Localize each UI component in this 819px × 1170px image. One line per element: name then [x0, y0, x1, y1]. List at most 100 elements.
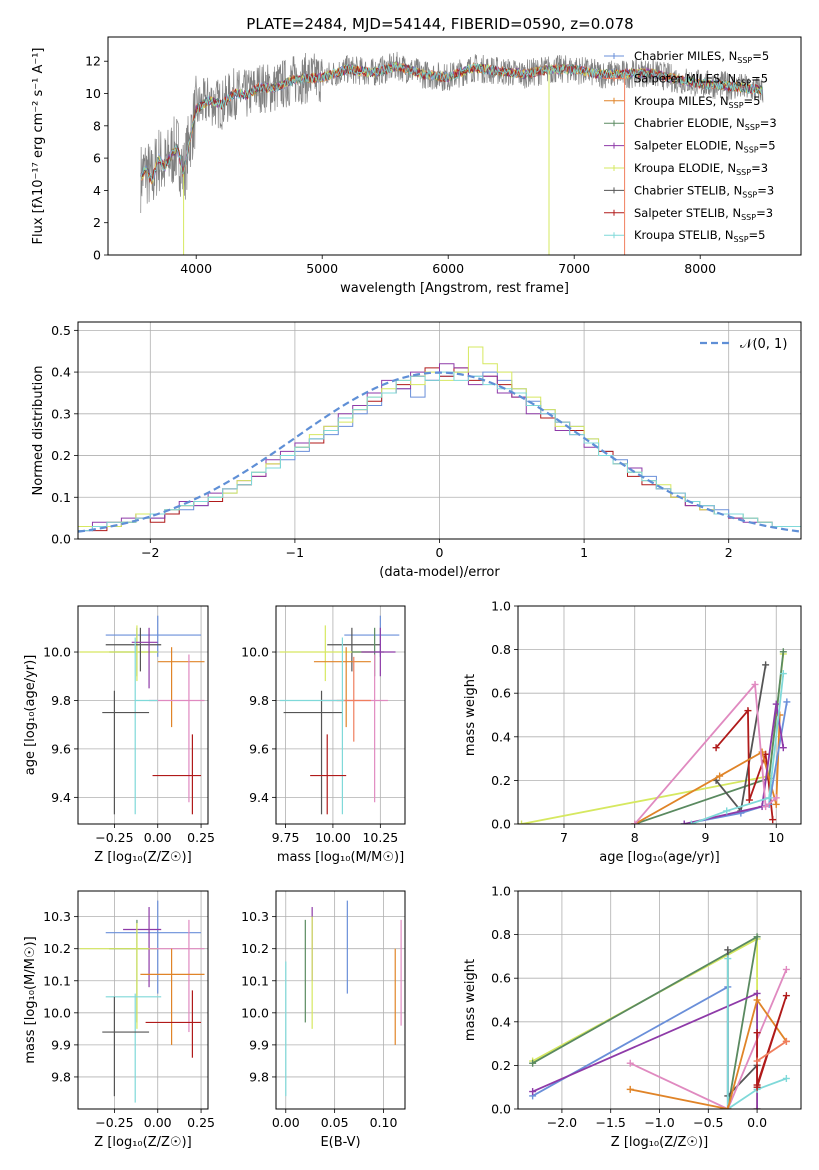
- legend-label: Chabrier STELIB, NSSP=3: [634, 183, 774, 199]
- chart-residuals: −2 −1 0 1 2 0.0 0.1 0.2 0.3 0.4 0.5 (data-model)/er…: [31, 321, 802, 580]
- x-tick-label: −1: [286, 545, 304, 560]
- legend-subscript: SSP: [736, 168, 751, 177]
- legend-subscript: SSP: [741, 213, 756, 222]
- x-tick-label: 7: [560, 830, 568, 845]
- weight-line: [630, 997, 788, 1109]
- legend-label: Salpeter ELODIE, NSSP=5: [634, 139, 776, 155]
- model-line: [140, 62, 764, 183]
- legend-label: Kroupa ELODIE, NSSP=3: [634, 161, 768, 177]
- y-tick-label: 0.1: [51, 490, 71, 505]
- y-tick-label: 0.3: [51, 406, 71, 421]
- legend-subscript: SSP: [734, 235, 749, 244]
- x-tick-label: 10: [768, 830, 784, 845]
- axes-frame: [107, 36, 802, 256]
- y-tick-label: 9.8: [51, 1069, 71, 1084]
- x-tick-label: 10.25: [362, 830, 398, 845]
- y-tick-label: 0.0: [51, 532, 71, 547]
- weight-line: [715, 708, 774, 820]
- legend-value: =3: [756, 206, 773, 220]
- weight-line: [532, 935, 759, 1109]
- x-tick-label: 10.00: [315, 830, 351, 845]
- plot-area: [279, 615, 400, 815]
- chart-mass-vs-Z: −0.25 0.00 0.25 9.8 9.9 10.0 10.1 10.2 10.3 Z [lo…: [23, 890, 215, 1150]
- legend-subscript: SSP: [745, 123, 760, 132]
- x-tick-label: 6000: [432, 261, 464, 276]
- plot-area: [79, 615, 205, 815]
- y-axis-label: Flux [fλ10⁻¹⁷ erg cm⁻² s⁻¹ A⁻¹]: [31, 48, 46, 245]
- y-tick-label: 0.8: [491, 642, 511, 657]
- y-tick-label: 9.4: [249, 790, 269, 805]
- y-axis-label: age [log₁₀(age/yr)]: [23, 655, 38, 776]
- y-tick-label: 6: [93, 151, 101, 166]
- y-tick-label: 10.1: [43, 973, 71, 988]
- x-tick-label: 0.25: [187, 830, 215, 845]
- y-tick-label: 10.3: [241, 909, 269, 924]
- y-tick-label: 0.2: [491, 1058, 511, 1073]
- x-tick-label: 8000: [684, 261, 716, 276]
- y-tick-label: 8: [93, 118, 101, 133]
- y-tick-label: 0.2: [51, 448, 71, 463]
- y-axis-label: Normed distribution: [31, 366, 46, 496]
- figure-title: PLATE=2484, MJD=54144, FIBERID=0590, z=0…: [246, 15, 633, 33]
- x-tick-label: −0.25: [95, 830, 133, 845]
- legend-subscript: SSP: [737, 56, 752, 65]
- y-tick-label: 0.4: [491, 729, 511, 744]
- chart-massweight-vs-age: 7 8 9 10 0.0 0.2 0.4 0.6 0.8 1.0 age [log₁₀(age/yr…: [463, 599, 802, 865]
- legend-label: Chabrier ELODIE, NSSP=3: [634, 116, 777, 132]
- legend-value: =5: [752, 49, 769, 63]
- x-tick-label: −1.0: [644, 1115, 674, 1130]
- x-axis-label: E(B-V): [320, 1135, 360, 1150]
- legend-label: Salpeter STELIB, NSSP=3: [634, 206, 773, 222]
- axes-frame: [77, 890, 209, 1110]
- y-tick-label: 10.0: [241, 1005, 269, 1020]
- y-tick-label: 2: [93, 215, 101, 230]
- plot-area: [518, 648, 791, 824]
- x-axis-label: (data-model)/error: [379, 565, 500, 580]
- y-tick-label: 4: [93, 183, 101, 198]
- legend-label: Kroupa STELIB, NSSP=5: [634, 228, 765, 244]
- axes-frame: [275, 605, 406, 825]
- x-tick-label: −2.0: [547, 1115, 577, 1130]
- weight-line: [532, 937, 758, 1109]
- axes-frame: [517, 890, 802, 1110]
- weight-line: [726, 958, 787, 1109]
- axes-frame: [517, 605, 802, 825]
- chart-spectrum: 4000 5000 6000 7000 8000 0 2 4 6 8 10 12 wavelength …: [31, 36, 802, 296]
- weight-line: [634, 682, 777, 824]
- y-axis-label: mass [log₁₀(M/M☉)]: [23, 936, 38, 1063]
- chart-age-vs-Z: −0.25 0.00 0.25 9.4 9.6 9.8 10.0 Z [log₁₀(Z/Z☉)…: [23, 605, 215, 865]
- y-tick-label: 10.3: [43, 909, 71, 924]
- x-tick-label: 0.10: [370, 1115, 398, 1130]
- x-tick-label: 4000: [180, 261, 212, 276]
- legend-value: =5: [759, 139, 776, 153]
- x-tick-label: 1: [580, 545, 588, 560]
- y-tick-label: 9.6: [249, 741, 269, 756]
- y-tick-label: 9.6: [51, 741, 71, 756]
- y-tick-label: 10.0: [43, 1005, 71, 1020]
- x-tick-label: 9: [702, 830, 710, 845]
- x-axis-label: Z [log₁₀(Z/Z☉)]: [94, 850, 191, 865]
- y-axis-label: mass weight: [463, 674, 478, 756]
- y-tick-label: 10.1: [241, 973, 269, 988]
- x-tick-label: 7000: [558, 261, 590, 276]
- y-tick-label: 10.0: [241, 645, 269, 660]
- weight-line: [684, 703, 785, 824]
- chart-massweight-vs-Z: −2.0 −1.5 −1.0 −0.5 0.0 0.0 0.2 0.4 0.6 0.8 1.0 Z […: [463, 884, 802, 1150]
- normal-curve: [78, 371, 801, 533]
- legend-value: =3: [757, 183, 774, 197]
- x-axis-label: Z [log₁₀(Z/Z☉)]: [611, 1135, 708, 1150]
- x-axis-label: wavelength [Angstrom, rest frame]: [340, 281, 569, 296]
- weight-line: [629, 969, 788, 1109]
- x-tick-label: 0.00: [144, 1115, 172, 1130]
- legend-value: =5: [749, 228, 766, 242]
- legend-label: Chabrier MILES, NSSP=5: [634, 49, 769, 65]
- axes-frame: [77, 321, 802, 540]
- y-tick-label: 10: [85, 86, 101, 101]
- y-tick-label: 9.8: [51, 693, 71, 708]
- legend-label: 𝒩(0, 1): [740, 337, 787, 352]
- legend-value: =3: [760, 116, 777, 130]
- x-axis-label: age [log₁₀(age/yr)]: [599, 850, 720, 865]
- y-tick-label: 0: [93, 248, 101, 263]
- legend-subscript: SSP: [729, 101, 744, 110]
